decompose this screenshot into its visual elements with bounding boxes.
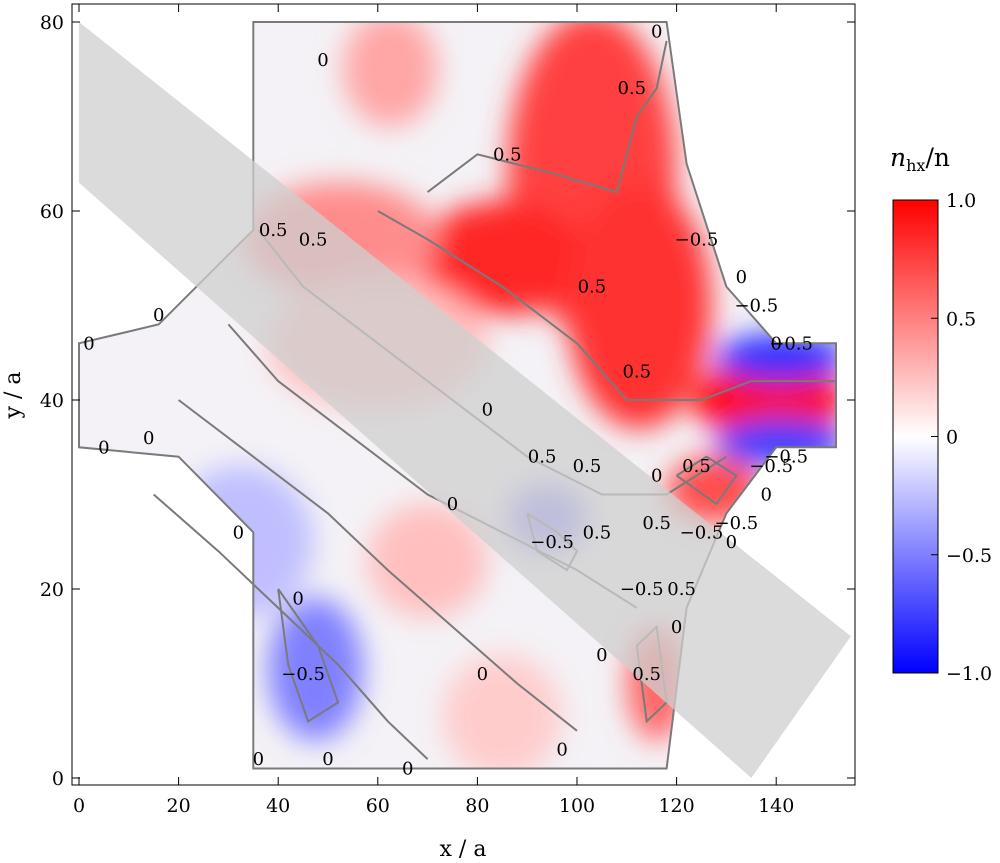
- contour-label-10: −0.5: [769, 333, 813, 354]
- x-tick-label-4: 80: [465, 795, 489, 817]
- contour-label-9: −0.5: [734, 296, 778, 317]
- contour-label-20: 0: [651, 466, 662, 487]
- contour-label-36: 0: [671, 617, 682, 638]
- shaded-diagonal-band: [79, 22, 851, 778]
- contour-label-11: 0: [770, 333, 781, 354]
- contour-label-28: −0.5: [680, 522, 724, 543]
- colorbar-tick-label-2: 0: [946, 427, 958, 449]
- contour-line-6: [277, 588, 340, 723]
- contour-label-42: 0: [253, 749, 264, 770]
- contour-label-25: 0: [447, 494, 458, 515]
- x-tick-label-7: 140: [758, 795, 794, 817]
- contour-label-21: 0.5: [682, 456, 711, 477]
- contour-label-27: −0.5: [715, 513, 759, 534]
- contour-line-9: [676, 455, 738, 506]
- colorbar-tick-label-3: −0.5: [946, 545, 992, 567]
- colorbar-title-rest: /n: [925, 143, 950, 172]
- contour-label-13: 0: [83, 333, 94, 354]
- x-tick-label-6: 120: [658, 795, 694, 817]
- heatmap-region-1: [417, 200, 587, 316]
- contour-label-19: 0.5: [573, 456, 602, 477]
- x-axis-title: x / a: [440, 837, 487, 862]
- contour-label-1: 0: [317, 50, 328, 71]
- contour-label-6: −0.5: [675, 229, 719, 250]
- contour-line-1: [377, 210, 836, 401]
- contour-label-32: 0: [726, 532, 737, 553]
- contour-line-5: [153, 493, 429, 760]
- contour-label-24: 0: [760, 485, 771, 506]
- contour-label-15: 0: [482, 400, 493, 421]
- y-tick-label-3: 60: [40, 201, 64, 223]
- y-tick-label-1: 20: [40, 579, 64, 601]
- heatmap-region-6: [343, 22, 438, 127]
- y-axis: 0 20 40 60 80: [40, 12, 855, 790]
- contour-label-38: −0.5: [281, 664, 325, 685]
- heatmap-region-11: [716, 333, 836, 382]
- contour-label-18: 0.5: [528, 447, 557, 468]
- heatmap-domain-outline: [78, 21, 837, 770]
- y-axis-title: y / a: [1, 372, 26, 420]
- heatmap-region-10: [367, 503, 488, 618]
- heatmap-region-15: [442, 654, 563, 769]
- contour-label-0: 0: [651, 22, 662, 43]
- contour-label-29: 0: [233, 522, 244, 543]
- contour-label-22: −0.5: [749, 456, 793, 477]
- contour-label-23: −0.5: [764, 447, 808, 468]
- colorbar-title-sub: hx: [906, 156, 925, 175]
- colorbar-title: nhx/n: [890, 143, 950, 175]
- x-tick-label-3: 60: [366, 795, 390, 817]
- contour-label-43: 0: [322, 749, 333, 770]
- contour-label-39: 0: [477, 664, 488, 685]
- colorbar: nhx/n 1.0 0.5 0 −0.5 −1.0: [890, 143, 992, 685]
- y-tick-label-2: 40: [40, 390, 64, 412]
- contour-label-4: 0.5: [259, 220, 288, 241]
- y-tick-label-4: 80: [40, 12, 64, 34]
- contour-label-7: 0.5: [578, 277, 607, 298]
- contour-label-31: 0.5: [583, 522, 612, 543]
- x-tick-label-2: 40: [266, 795, 290, 817]
- heatmap-region-2: [567, 182, 712, 429]
- contour-label-17: 0: [143, 428, 154, 449]
- contour-label-12: 0: [153, 305, 164, 326]
- contour-label-5: 0.5: [299, 229, 328, 250]
- contour-label-2: 0.5: [617, 78, 646, 99]
- x-tick-label-1: 20: [167, 795, 191, 817]
- colorbar-gradient: [892, 199, 939, 674]
- colorbar-tick-label-4: −1.0: [946, 663, 992, 685]
- contour-line-0: [426, 40, 668, 194]
- contour-line-4: [177, 399, 578, 732]
- y-tick-label-0: 0: [52, 768, 64, 790]
- contour-label-35: 0: [292, 589, 303, 610]
- x-tick-label-0: 0: [73, 795, 85, 817]
- contour-label-14: 0.5: [622, 362, 651, 383]
- heatmap-region-8: [268, 597, 363, 741]
- contour-label-3: 0.5: [493, 144, 522, 165]
- contour-label-8: 0: [736, 267, 747, 288]
- contour-label-44: 0: [402, 759, 413, 780]
- colorbar-tick-label-0: 1.0: [946, 190, 976, 212]
- contour-label-34: 0.5: [667, 579, 696, 600]
- contour-label-33: −0.5: [620, 579, 664, 600]
- contour-label-16: 0: [98, 437, 109, 458]
- contour-label-41: 0: [556, 740, 567, 761]
- colorbar-tick-label-1: 0.5: [946, 308, 976, 330]
- contour-label-40: 0.5: [632, 664, 661, 685]
- colorbar-title-main: n: [890, 143, 906, 172]
- contour-label-30: −0.5: [530, 532, 574, 553]
- x-tick-label-5: 100: [559, 795, 595, 817]
- contour-label-37: 0: [596, 645, 607, 666]
- x-axis: 0 20 40 60 80 100 120 140: [73, 4, 794, 817]
- contour-label-26: 0.5: [642, 513, 671, 534]
